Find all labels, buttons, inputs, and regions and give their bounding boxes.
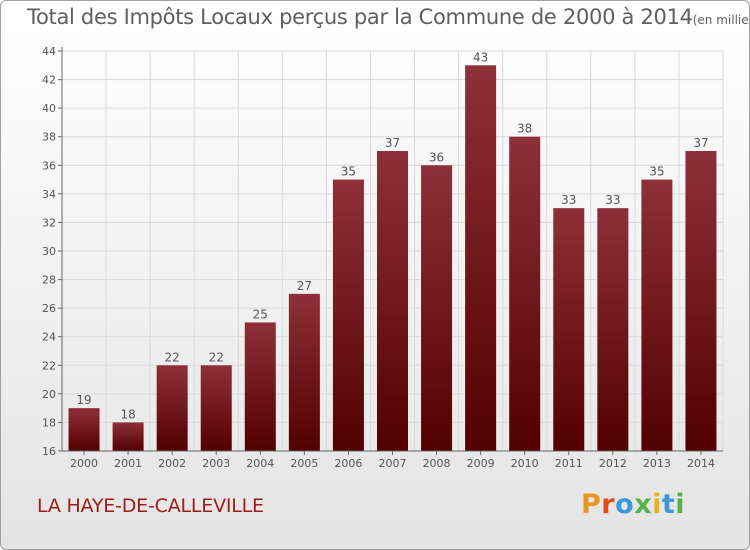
proxiti-logo: Proxiti	[581, 489, 685, 520]
data-label: 37	[385, 136, 400, 150]
y-tick-label: 42	[42, 74, 56, 87]
data-label: 36	[429, 150, 444, 164]
y-tick-label: 34	[42, 188, 56, 201]
y-tick-label: 30	[42, 245, 56, 258]
y-tick-label: 36	[42, 159, 56, 172]
data-label: 22	[209, 350, 224, 364]
logo-letter: x	[634, 489, 653, 520]
bar	[332, 179, 364, 452]
bar	[244, 322, 276, 451]
bar	[553, 208, 585, 451]
data-label: 25	[253, 307, 268, 321]
x-tick-label: 2013	[643, 457, 671, 470]
x-tick-label: 2000	[70, 457, 98, 470]
logo-letter: i	[652, 489, 662, 520]
x-tick-label: 2010	[511, 457, 539, 470]
y-tick-label: 38	[42, 131, 56, 144]
y-tick-label: 24	[42, 331, 56, 344]
x-tick-label: 2009	[467, 457, 495, 470]
bar	[68, 408, 100, 451]
bars: 19 18 22 22 25 27 35 37 36 43 38 33 33 35 37	[68, 50, 717, 452]
data-label: 33	[561, 193, 576, 207]
x-tick-label: 2012	[599, 457, 627, 470]
bar	[509, 136, 541, 451]
data-label: 19	[76, 393, 91, 407]
data-label: 37	[693, 136, 708, 150]
x-tick-label: 2004	[246, 457, 274, 470]
x-tick-label: 2003	[202, 457, 230, 470]
x-tick-label: 2008	[423, 457, 451, 470]
x-tick-label: 2006	[334, 457, 362, 470]
x-tick-label: 2005	[290, 457, 318, 470]
data-label: 27	[297, 279, 312, 293]
bar	[377, 151, 408, 451]
data-label: 43	[473, 50, 488, 64]
chart-unit: (en milliers d'€)	[692, 13, 749, 27]
bar	[200, 365, 232, 451]
logo-letter: t	[661, 489, 676, 520]
data-label: 35	[649, 165, 664, 179]
commune-name: LA HAYE-DE-CALLEVILLE	[37, 495, 264, 517]
bar	[685, 151, 717, 451]
y-tick-label: 26	[42, 302, 56, 315]
y-tick-label: 20	[42, 388, 56, 401]
bar	[288, 293, 320, 451]
x-tick-label: 2002	[158, 457, 186, 470]
chart-title: Total des Impôts Locaux perçus par la Co…	[27, 5, 749, 29]
logo-letter: P	[581, 489, 602, 520]
data-label: 18	[120, 407, 135, 421]
x-tick-label: 2007	[379, 457, 407, 470]
bar	[421, 165, 453, 452]
logo-letter: o	[615, 489, 635, 520]
axes: 16 18 20 22 24 26 28 30 32 34 36 38 40 42 44 2000 2001 20…	[42, 45, 723, 470]
y-tick-label: 16	[42, 445, 56, 458]
bar	[112, 422, 144, 451]
logo-letter: i	[675, 489, 686, 520]
bar	[641, 179, 673, 452]
logo-letter: r	[601, 489, 616, 520]
chart-title-text: Total des Impôts Locaux perçus par la Co…	[27, 5, 693, 29]
x-tick-label: 2011	[555, 457, 583, 470]
data-label: 38	[517, 122, 532, 136]
data-label: 22	[165, 350, 180, 364]
y-tick-label: 22	[42, 359, 56, 372]
x-tick-label: 2001	[114, 457, 142, 470]
y-tick-label: 18	[42, 416, 56, 429]
y-tick-label: 44	[42, 45, 56, 58]
y-tick-label: 28	[42, 274, 56, 287]
bar	[156, 365, 188, 451]
bar	[465, 65, 497, 452]
data-label: 33	[605, 193, 620, 207]
y-tick-label: 40	[42, 102, 56, 115]
bar	[597, 208, 629, 451]
data-label: 35	[341, 165, 356, 179]
x-tick-label: 2014	[687, 457, 715, 470]
y-tick-label: 32	[42, 216, 56, 229]
